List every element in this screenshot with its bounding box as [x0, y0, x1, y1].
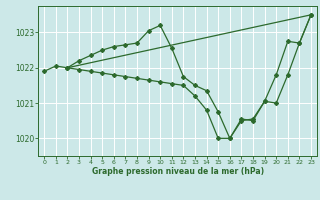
X-axis label: Graphe pression niveau de la mer (hPa): Graphe pression niveau de la mer (hPa)	[92, 167, 264, 176]
